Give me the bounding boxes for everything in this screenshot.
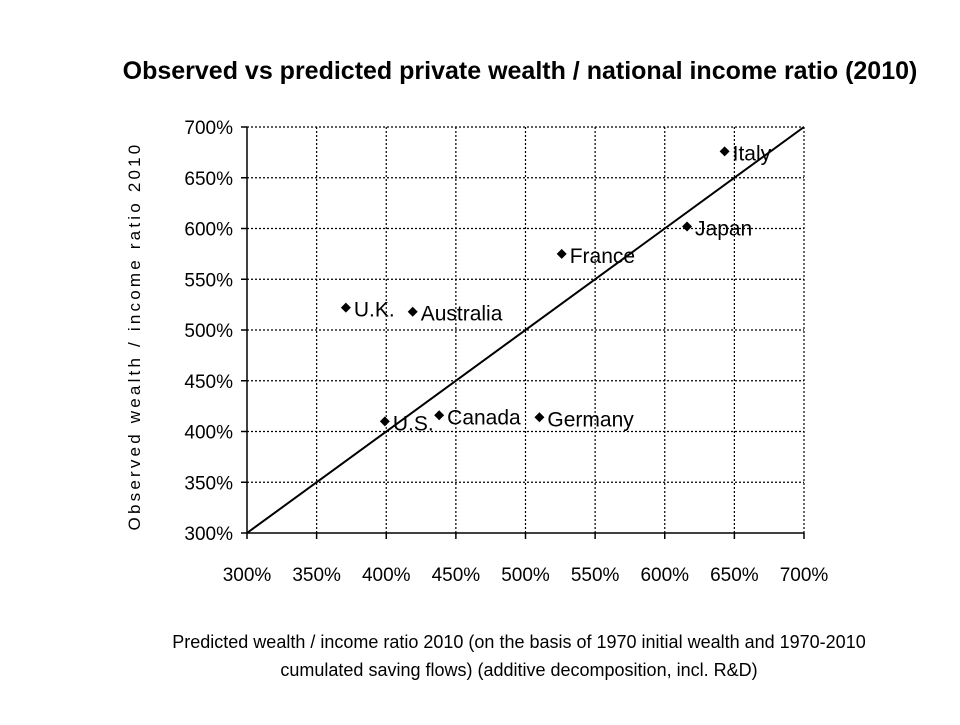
y-tick-label: 700% [184, 118, 233, 139]
data-point-label: Germany [547, 408, 634, 431]
reference-line-layer [246, 126, 805, 534]
data-point-label: Japan [695, 217, 752, 240]
y-tick-label: 400% [184, 423, 233, 444]
y-axis-label: Observed wealth / income ratio 2010 [125, 142, 144, 531]
points: Italy Japan France U.K. Australia U.S. Canada G… [340, 142, 772, 435]
x-tick-label: 550% [571, 565, 620, 586]
data-point-marker [434, 410, 445, 421]
grid [247, 126, 805, 533]
data-point-marker [556, 248, 567, 259]
y-tick-label: 500% [184, 321, 233, 342]
x-tick-label: 600% [640, 565, 689, 586]
y-tick-label: 450% [184, 372, 233, 393]
data-point-marker [407, 306, 418, 317]
tick-labels: 300% 350% 400% 450% 500% 550% 600% 650% 700% 300%… [184, 118, 828, 586]
x-axis-label-line-2: cumulated saving flows) (additive decomp… [280, 660, 757, 680]
y-tick-label: 650% [184, 169, 233, 190]
axes [241, 126, 805, 539]
data-point-label: U.S. [393, 412, 434, 435]
data-point-marker [534, 412, 545, 423]
data-point-label: Canada [447, 406, 521, 429]
x-tick-label: 400% [362, 565, 411, 586]
y-tick-label: 600% [184, 220, 233, 241]
chart-title: Observed vs predicted private wealth / n… [123, 57, 918, 85]
x-axis-label-line-1: Predicted wealth / income ratio 2010 (on… [172, 632, 865, 652]
data-point-label: Australia [421, 303, 503, 326]
data-point-label: France [570, 245, 635, 268]
data-point-marker [682, 221, 693, 232]
y-tick-label: 550% [184, 270, 233, 291]
data-point-marker [340, 302, 351, 313]
x-tick-label: 350% [292, 565, 341, 586]
data-point-label: U.K. [354, 299, 395, 322]
x-tick-label: 300% [223, 565, 272, 586]
reference-line-y-equals-x [246, 126, 805, 534]
x-tick-label: 500% [501, 565, 550, 586]
data-point-label: Italy [733, 142, 772, 165]
y-tick-label: 350% [184, 473, 233, 494]
x-tick-label: 650% [710, 565, 759, 586]
data-point-marker [379, 416, 390, 427]
x-tick-label: 450% [432, 565, 481, 586]
y-tick-label: 300% [184, 524, 233, 545]
x-tick-label: 700% [780, 565, 829, 586]
data-point-marker [719, 146, 730, 157]
